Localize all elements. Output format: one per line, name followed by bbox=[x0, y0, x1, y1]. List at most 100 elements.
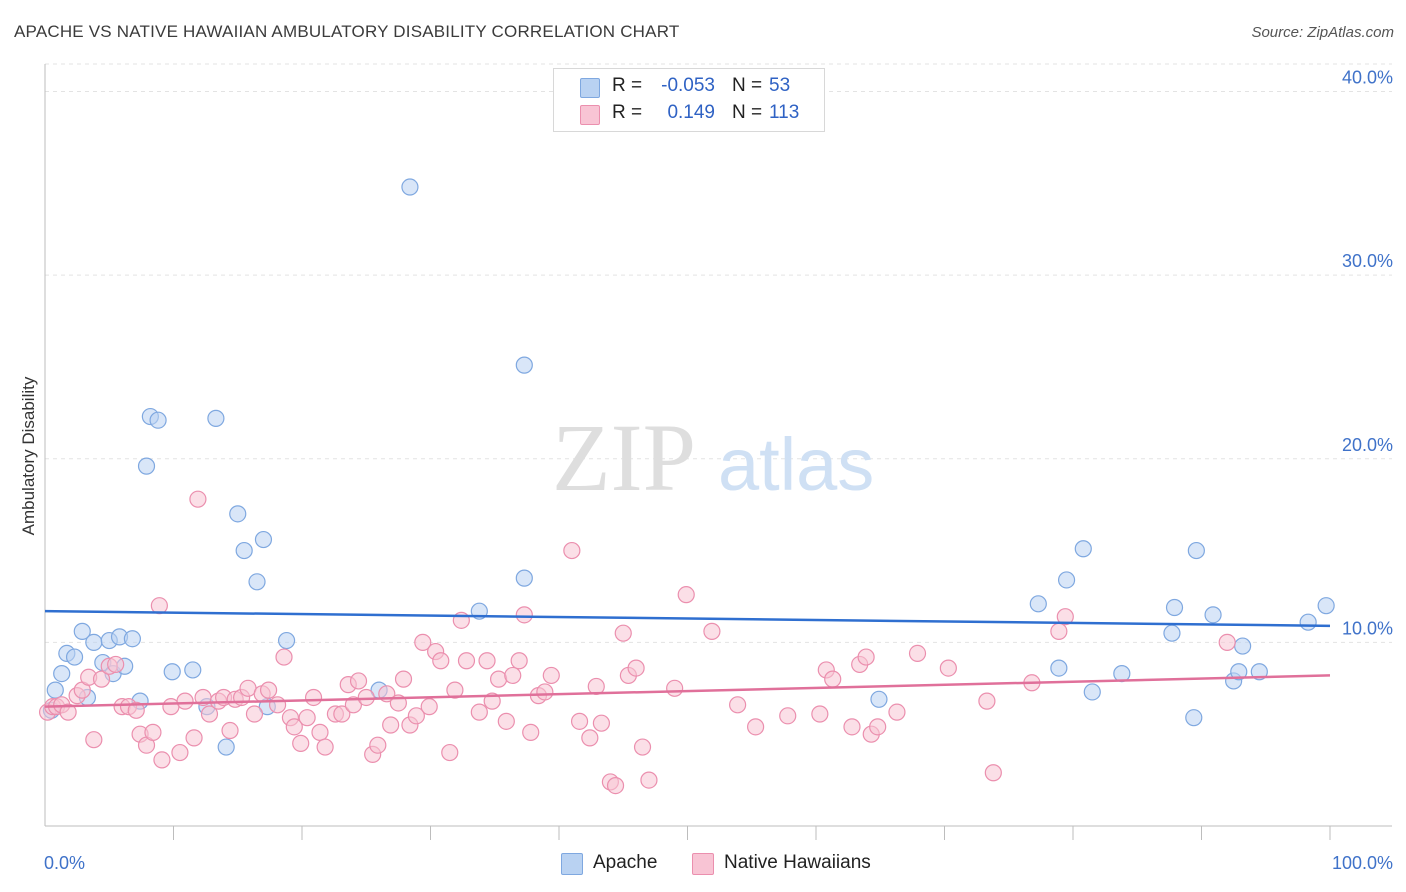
native-hawaiians-point bbox=[107, 655, 125, 674]
native-hawaiians-point bbox=[304, 688, 323, 707]
apache-point bbox=[1250, 663, 1268, 681]
y-tick-label: 20.0% bbox=[1342, 435, 1393, 455]
stats-legend: R = -0.053 N = 53 R = 0.149 N = 113 bbox=[553, 68, 825, 132]
apache-point bbox=[1317, 597, 1335, 615]
x-tick-label: 100.0% bbox=[1332, 853, 1393, 873]
native-hawaiians-point bbox=[268, 696, 287, 714]
native-hawaiians-point bbox=[677, 586, 695, 604]
apache-point bbox=[163, 663, 181, 681]
apache-point bbox=[184, 661, 202, 679]
apache-legend-swatch bbox=[561, 853, 583, 875]
r-value: -0.053 bbox=[661, 75, 715, 96]
y-tick-label: 30.0% bbox=[1342, 251, 1393, 271]
native-hawaiians-point bbox=[333, 705, 351, 723]
native-hawaiians-point bbox=[92, 670, 111, 688]
native-hawaiians-point bbox=[298, 709, 316, 727]
trend-lines bbox=[44, 609, 1331, 708]
native-hawaiians-point bbox=[1218, 633, 1236, 651]
x-tick-label: 0.0% bbox=[44, 853, 85, 873]
apache-point bbox=[1165, 598, 1184, 617]
native-hawaiians-point bbox=[420, 698, 438, 716]
source-label: Source: ZipAtlas.com bbox=[1251, 24, 1394, 41]
watermark-atlas: atlas bbox=[718, 423, 874, 506]
apache-point bbox=[1234, 637, 1252, 655]
native-hawaiians-point bbox=[811, 705, 829, 723]
apache-point bbox=[1074, 540, 1092, 558]
native-hawaiians-point bbox=[563, 541, 581, 560]
apache-point bbox=[248, 573, 266, 591]
native-hawaiians-point bbox=[779, 707, 797, 725]
apache-point bbox=[149, 411, 167, 429]
apache-point bbox=[1050, 659, 1068, 677]
native-hawaiians-point bbox=[349, 672, 368, 690]
apache-point bbox=[229, 505, 247, 523]
native-hawaiians-point bbox=[382, 716, 400, 734]
native-hawaiians-point bbox=[127, 701, 145, 719]
n-value: 113 bbox=[769, 102, 800, 123]
native-hawaiians-point bbox=[457, 652, 476, 670]
native-hawaiians-point bbox=[176, 692, 194, 710]
native-hawaiians-point bbox=[316, 738, 334, 756]
native-hawaiians-point bbox=[729, 696, 747, 714]
gridlines bbox=[45, 63, 1392, 643]
data-points bbox=[38, 178, 1335, 795]
apache-point bbox=[1187, 541, 1205, 560]
native-hawaiians-point bbox=[497, 712, 515, 730]
native-hawaiians-point bbox=[640, 771, 658, 789]
native-hawaiians-point bbox=[536, 683, 554, 701]
native-hawaiians-point bbox=[614, 624, 632, 642]
y-tick-label: 40.0% bbox=[1342, 68, 1393, 88]
native-hawaiians-point bbox=[200, 705, 219, 723]
watermark: ZIP atlas bbox=[552, 404, 874, 511]
native-hawaiians-point bbox=[394, 670, 413, 688]
native-hawaiians-point bbox=[153, 751, 171, 769]
apache-point bbox=[73, 622, 91, 640]
native-hawaiians-point bbox=[522, 723, 540, 741]
apache-swatch bbox=[580, 78, 600, 98]
native-hawaiians-point bbox=[703, 622, 721, 640]
apache-point bbox=[1185, 709, 1203, 727]
native-hawaiians-point bbox=[978, 692, 996, 710]
chart-title: APACHE VS NATIVE HAWAIIAN AMBULATORY DIS… bbox=[14, 22, 680, 41]
native-hawaiians-point bbox=[1056, 608, 1074, 626]
native-hawaiians-point bbox=[285, 718, 303, 736]
apache-point bbox=[137, 457, 156, 475]
tick-labels: 10.0% 20.0% 30.0% 40.0% 0.0% 100.0% bbox=[44, 68, 1393, 873]
apache-point bbox=[53, 664, 71, 683]
native-hawaiians-swatch bbox=[580, 105, 600, 125]
native-hawaiians-legend-label: Native Hawaiians bbox=[724, 852, 871, 873]
native-hawaiians-points bbox=[38, 490, 1236, 795]
native-hawaiians-point bbox=[939, 659, 957, 677]
r-label: R = bbox=[612, 102, 643, 123]
native-hawaiians-point bbox=[984, 764, 1002, 782]
native-hawaiians-point bbox=[478, 652, 496, 670]
apache-point bbox=[515, 569, 533, 587]
apache-point bbox=[1083, 683, 1101, 701]
native-hawaiians-point bbox=[542, 666, 560, 685]
native-hawaiians-point bbox=[483, 692, 501, 710]
native-hawaiians-point bbox=[490, 670, 508, 688]
native-hawaiians-point bbox=[606, 777, 625, 795]
native-hawaiians-point bbox=[407, 707, 425, 725]
legend-row-apache: R = -0.053 N = 53 bbox=[554, 73, 824, 99]
native-hawaiians-point bbox=[414, 633, 432, 651]
apache-point bbox=[65, 648, 84, 666]
apache-point bbox=[46, 681, 64, 699]
apache-point bbox=[401, 178, 419, 196]
native-hawaiians-point bbox=[908, 644, 927, 663]
native-hawaiians-point bbox=[369, 736, 387, 754]
native-hawaiians-point bbox=[446, 681, 464, 699]
native-hawaiians-point bbox=[185, 729, 203, 747]
native-hawaiians-point bbox=[292, 734, 310, 752]
apache-point bbox=[515, 356, 533, 374]
native-hawaiians-point bbox=[432, 652, 450, 670]
apache-point bbox=[1029, 595, 1047, 613]
native-hawaiians-point bbox=[311, 723, 329, 741]
native-hawaiians-point bbox=[627, 659, 645, 677]
native-hawaiians-trend-line bbox=[44, 674, 1331, 708]
native-hawaiians-point bbox=[515, 606, 533, 624]
native-hawaiians-point bbox=[888, 703, 906, 721]
native-hawaiians-point bbox=[592, 714, 611, 732]
native-hawaiians-point bbox=[85, 731, 103, 749]
